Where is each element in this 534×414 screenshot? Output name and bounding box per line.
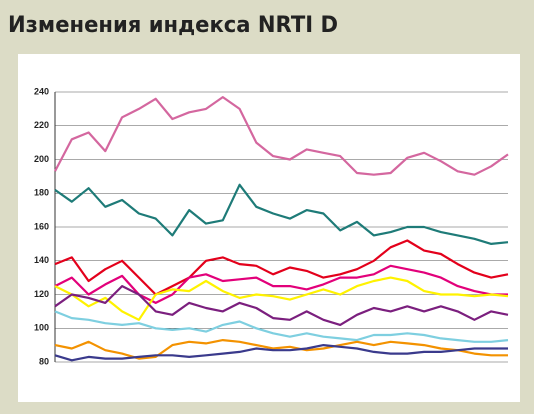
y-tick-label: 80 — [39, 356, 49, 366]
y-tick-label: 200 — [34, 154, 49, 164]
y-tick-label: 140 — [34, 255, 49, 265]
y-tick-label: 160 — [34, 221, 49, 231]
y-tick-label: 100 — [34, 323, 49, 333]
chart-title: Изменения индекса NRTI D — [8, 13, 338, 38]
series-line — [54, 310, 509, 343]
series-line — [54, 344, 508, 362]
series-line — [54, 285, 509, 326]
y-tick-label: 220 — [34, 120, 49, 130]
y-tick-label: 120 — [34, 289, 49, 299]
series-line — [54, 276, 509, 321]
series-line — [54, 264, 508, 304]
series-line — [54, 239, 509, 296]
plot-panel — [18, 54, 520, 402]
y-tick-label: 240 — [34, 86, 49, 96]
series-line — [54, 183, 509, 245]
series-line — [54, 95, 509, 176]
series-line — [54, 339, 508, 360]
y-tick-label: 180 — [34, 188, 49, 198]
